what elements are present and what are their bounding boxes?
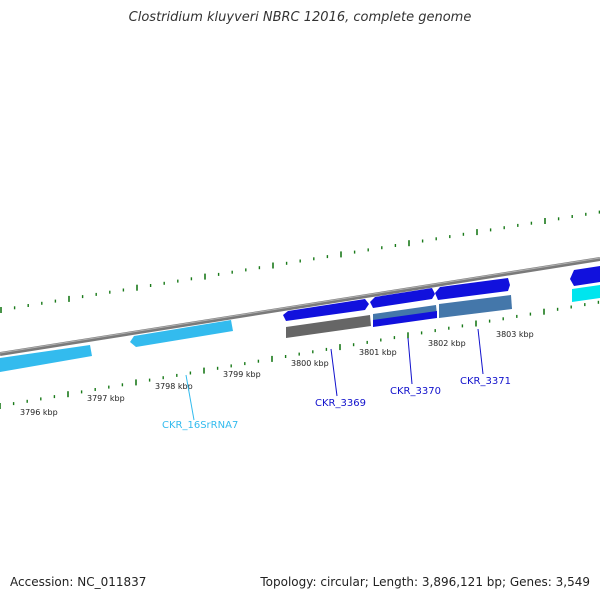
- rna-feature-16s[interactable]: [130, 320, 233, 347]
- cds-feature-3371[interactable]: [435, 278, 510, 300]
- leader-3369: [330, 348, 338, 397]
- scale-labels: 3796 kbp 3797 kbp 3798 kbp 3799 kbp 3800…: [20, 330, 534, 417]
- accession-text: Accession: NC_011837: [10, 575, 147, 589]
- reverse-strand-features: [0, 285, 600, 372]
- scale-label: 3798 kbp: [155, 382, 193, 391]
- upper-tick-track: [0, 210, 600, 313]
- backbone-highlight: [0, 257, 600, 354]
- genome-backbone: [0, 257, 600, 356]
- genome-summary-text: Topology: circular; Length: 3,896,121 bp…: [260, 575, 590, 589]
- gene-label-3369[interactable]: CKR_3369: [315, 398, 366, 409]
- gene-label-3371[interactable]: CKR_3371: [460, 376, 511, 387]
- scale-label: 3796 kbp: [20, 408, 58, 417]
- gray-feature[interactable]: [286, 315, 371, 338]
- lower-tick-track: [0, 300, 600, 409]
- scale-label: 3801 kbp: [359, 348, 397, 357]
- gene-label-16srrna7[interactable]: CKR_16SrRNA7: [162, 420, 238, 431]
- gene-leader-lines: [185, 328, 484, 421]
- scale-label: 3802 kbp: [428, 339, 466, 348]
- scale-label: 3803 kbp: [496, 330, 534, 339]
- leader-16srrna7: [185, 374, 195, 421]
- blue-feature-under-3370[interactable]: [373, 311, 437, 327]
- gene-labels: CKR_16SrRNA7 CKR_3369 CKR_3370 CKR_3371: [162, 376, 511, 431]
- gene-label-3370[interactable]: CKR_3370: [390, 386, 441, 397]
- cds-feature-3369[interactable]: [283, 299, 369, 321]
- cyan-feature-right[interactable]: [572, 285, 600, 302]
- leader-3371: [477, 328, 484, 375]
- cds-feature-3370[interactable]: [370, 288, 435, 308]
- cds-feature-right[interactable]: [570, 266, 600, 286]
- map-title: Clostridium kluyveri NBRC 12016, complet…: [128, 10, 472, 25]
- scale-label: 3800 kbp: [291, 359, 329, 368]
- rna-feature-left[interactable]: [0, 345, 92, 372]
- steel-feature-2[interactable]: [439, 295, 512, 318]
- forward-strand-features: [283, 266, 600, 321]
- scale-label: 3797 kbp: [87, 394, 125, 403]
- scale-label: 3799 kbp: [223, 370, 261, 379]
- leader-3370: [407, 337, 413, 385]
